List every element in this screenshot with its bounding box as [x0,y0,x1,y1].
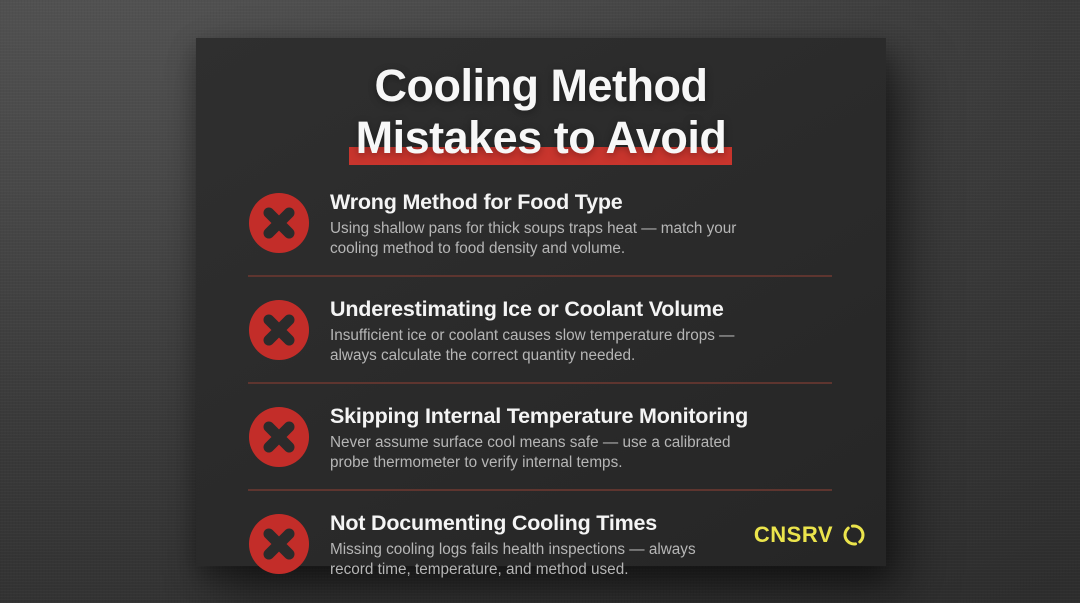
error-x-icon [248,406,310,468]
poster-card: Cooling Method Mistakes to Avoid Wrong M… [196,38,886,578]
list-item-content: Underestimating Ice or Coolant Volume In… [330,296,734,365]
mistake-heading: Wrong Method for Food Type [330,190,623,214]
error-x-icon [248,299,310,361]
title-line-2-text: Mistakes to Avoid [355,112,727,163]
brand-circle-icon [843,524,865,546]
brand-logo-text: CNSRV [753,522,833,547]
mistake-heading: Not Documenting Cooling Times [330,511,658,535]
poster-title: Cooling Method Mistakes to Avoid [196,60,886,165]
mistake-heading: Underestimating Ice or Coolant Volume [330,297,724,321]
list-item: Skipping Internal Temperature Monitoring… [248,396,832,478]
mistake-description: Insufficient ice or coolant causes slow … [330,327,735,364]
title-red-underline [348,147,733,165]
mistake-heading: Skipping Internal Temperature Monitoring [330,404,749,428]
list-item: Not Documenting Cooling Times Missing co… [248,503,832,585]
divider [248,275,832,277]
error-x-icon [248,192,310,254]
mistakes-list: Wrong Method for Food Type Using shallow… [248,182,832,585]
list-item: Underestimating Ice or Coolant Volume In… [248,289,832,371]
mistake-description: Never assume surface cool means safe — u… [330,434,731,471]
list-item-content: Not Documenting Cooling Times Missing co… [330,510,696,579]
error-x-icon [248,513,310,575]
list-item: Wrong Method for Food Type Using shallow… [248,182,832,264]
mistake-description: Missing cooling logs fails health inspec… [330,541,696,578]
list-item-content: Skipping Internal Temperature Monitoring… [330,403,748,472]
divider [248,489,832,491]
title-line-1: Cooling Method [374,60,708,111]
mistake-description: Using shallow pans for thick soups traps… [330,220,737,257]
divider [248,382,832,384]
brand-logo: CNSRV [754,522,866,548]
title-line-2: Mistakes to Avoid [348,112,733,165]
list-item-content: Wrong Method for Food Type Using shallow… [330,189,736,258]
